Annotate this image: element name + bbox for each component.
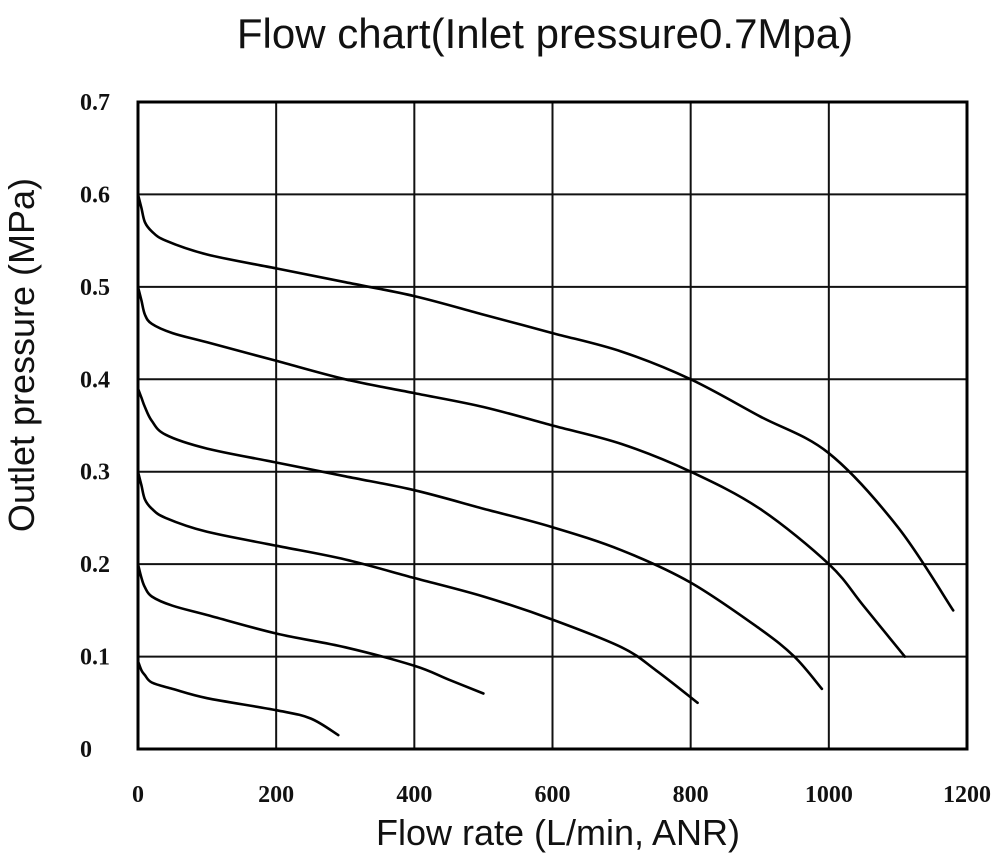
y-tick-label: 0.5 — [80, 275, 110, 301]
y-tick-label: 0.7 — [80, 90, 110, 116]
y-axis-label: Outlet pressure (MPa) — [1, 178, 42, 532]
y-tick-label: 0.6 — [80, 182, 110, 208]
series-line-5 — [136, 562, 485, 695]
chart-title: Flow chart(Inlet pressure0.7Mpa) — [237, 10, 853, 57]
x-tick-label: 800 — [673, 782, 709, 808]
series-lines — [136, 193, 955, 737]
series-line-3 — [136, 387, 824, 691]
series-line-4 — [136, 470, 699, 705]
series-line-2 — [136, 285, 907, 658]
grid — [138, 102, 967, 749]
x-tick-label: 1200 — [943, 782, 991, 808]
x-tick-label: 600 — [535, 782, 571, 808]
y-tick-label: 0.2 — [80, 552, 110, 578]
y-tick-label: 0.3 — [80, 460, 110, 486]
series-line-1 — [136, 193, 955, 612]
x-axis-label: Flow rate (L/min, ANR) — [376, 812, 740, 853]
series-line-6 — [136, 659, 340, 737]
y-tick-labels: 0 0.1 0.2 0.3 0.4 0.5 0.6 0.7 — [80, 90, 110, 763]
plot-area-frame — [136, 100, 969, 751]
x-tick-label: 0 — [132, 782, 144, 808]
y-tick-label: 0.1 — [80, 645, 110, 671]
y-tick-label: 0 — [80, 737, 92, 763]
x-tick-label: 1000 — [805, 782, 853, 808]
x-tick-label: 400 — [396, 782, 432, 808]
y-tick-label: 0.4 — [80, 367, 110, 393]
x-tick-label: 200 — [258, 782, 294, 808]
x-tick-labels: 0 200 400 600 800 1000 1200 — [132, 782, 991, 808]
